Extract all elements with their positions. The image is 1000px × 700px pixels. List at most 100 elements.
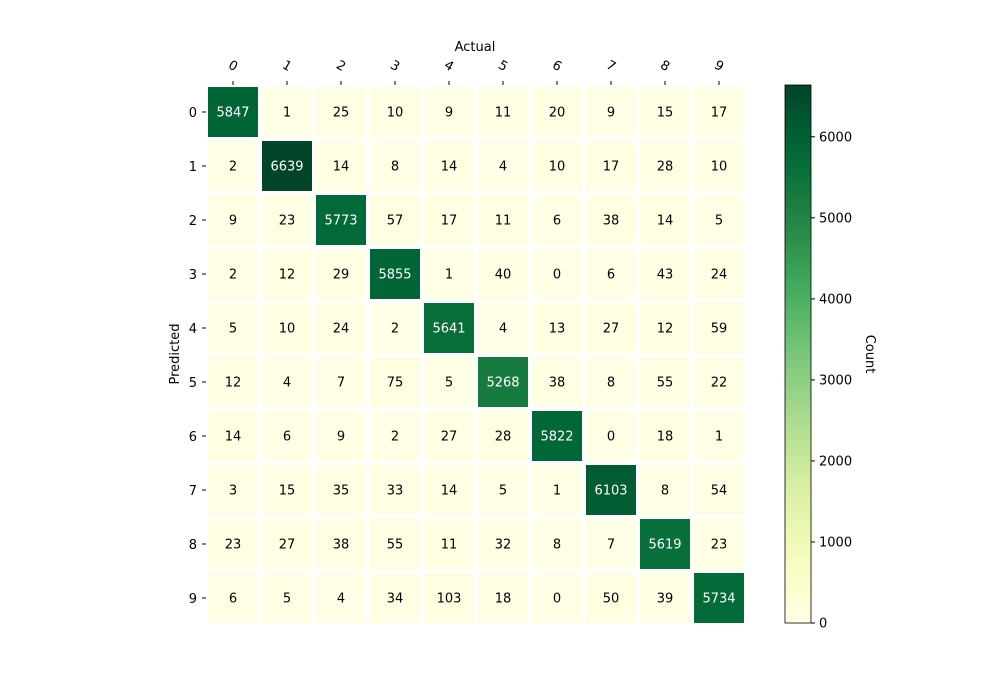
cell-value-label: 9 <box>445 106 453 121</box>
y-tick-label: 8 <box>189 538 197 553</box>
cell-value-label: 11 <box>495 214 512 229</box>
cell-value-label: 54 <box>711 484 728 499</box>
cell-value-label: 23 <box>279 214 296 229</box>
x-tick-label: 0 <box>225 58 240 75</box>
x-tick-label: 9 <box>711 58 726 75</box>
cell-value-label: 1 <box>445 268 453 283</box>
cell-value-label: 6 <box>607 268 615 283</box>
cell-value-label: 23 <box>711 538 728 553</box>
cell-value-label: 14 <box>657 214 674 229</box>
cell-value-label: 28 <box>657 160 674 175</box>
cell-value-label: 5268 <box>486 376 519 391</box>
colorbar-tick-label: 1000 <box>819 535 852 550</box>
x-tick-label: 5 <box>495 58 510 75</box>
cell-value-label: 10 <box>387 106 404 121</box>
cell-value-label: 57 <box>387 214 404 229</box>
x-tick-label: 3 <box>387 58 402 75</box>
cell-value-label: 8 <box>391 160 399 175</box>
cell-value-label: 4 <box>499 160 507 175</box>
cell-value-label: 5855 <box>378 268 411 283</box>
cell-value-label: 1 <box>283 106 291 121</box>
cell-value-label: 32 <box>495 538 512 553</box>
cell-value-label: 38 <box>603 214 620 229</box>
cell-value-label: 6 <box>553 214 561 229</box>
cell-value-label: 6639 <box>270 160 303 175</box>
cell-value-label: 0 <box>553 592 561 607</box>
cell-value-label: 9 <box>607 106 615 121</box>
colorbar-tick-label: 2000 <box>819 454 852 469</box>
colorbar-label: Count <box>862 335 877 374</box>
cell-value-label: 55 <box>387 538 404 553</box>
cell-value-label: 0 <box>553 268 561 283</box>
cell-value-label: 50 <box>603 592 620 607</box>
cell-value-label: 2 <box>391 322 399 337</box>
cell-value-label: 7 <box>337 376 345 391</box>
cell-value-label: 38 <box>333 538 350 553</box>
cell-value-label: 20 <box>549 106 566 121</box>
cell-value-label: 8 <box>553 538 561 553</box>
y-tick-label: 4 <box>189 322 197 337</box>
cell-value-label: 5619 <box>648 538 681 553</box>
x-axis-label: Actual <box>455 40 496 55</box>
cell-value-label: 43 <box>657 268 674 283</box>
cell-value-label: 5 <box>229 322 237 337</box>
cell-value-label: 2 <box>229 268 237 283</box>
y-tick-label: 0 <box>189 106 197 121</box>
cell-value-label: 4 <box>337 592 345 607</box>
heatmap-cells: 5847 1 25 10 9 11 20 9 15 172 6639 14 8 14 4 10 17 28 109 2… <box>208 87 744 623</box>
cell-value-label: 22 <box>711 376 728 391</box>
cell-value-label: 14 <box>441 160 458 175</box>
colorbar-gradient <box>785 85 811 623</box>
cell-value-label: 27 <box>441 430 458 445</box>
cell-value-label: 18 <box>657 430 674 445</box>
x-tick-label: 4 <box>441 58 456 75</box>
colorbar-tick-label: 0 <box>819 617 827 632</box>
cell-value-label: 59 <box>711 322 728 337</box>
y-tick-label: 5 <box>189 376 197 391</box>
cell-value-label: 29 <box>333 268 350 283</box>
cell-value-label: 23 <box>225 538 242 553</box>
cell-value-label: 25 <box>333 106 350 121</box>
cell-value-label: 4 <box>283 376 291 391</box>
x-tick-label: 7 <box>603 58 618 75</box>
y-tick-label: 6 <box>189 430 197 445</box>
cell-value-label: 27 <box>279 538 296 553</box>
y-tick-label: 3 <box>189 268 197 283</box>
cell-value-label: 4 <box>499 322 507 337</box>
cell-value-label: 27 <box>603 322 620 337</box>
x-tick-group: 0 1 2 3 4 5 6 7 8 9 <box>225 58 726 85</box>
cell-value-label: 12 <box>657 322 674 337</box>
cell-value-label: 15 <box>279 484 296 499</box>
cell-value-label: 8 <box>607 376 615 391</box>
cell-value-label: 35 <box>333 484 350 499</box>
cell-value-label: 3 <box>229 484 237 499</box>
x-tick-label: 6 <box>549 58 564 75</box>
cell-value-label: 6 <box>229 592 237 607</box>
cell-value-label: 5 <box>445 376 453 391</box>
cell-value-label: 34 <box>387 592 404 607</box>
colorbar-tick-label: 4000 <box>819 292 852 307</box>
cell-value-label: 75 <box>387 376 404 391</box>
cell-value-label: 5 <box>499 484 507 499</box>
cell-value-label: 11 <box>495 106 512 121</box>
cell-value-label: 5734 <box>702 592 735 607</box>
colorbar-tick-label: 5000 <box>819 211 852 226</box>
cell-value-label: 0 <box>607 430 615 445</box>
y-tick-label: 9 <box>189 592 197 607</box>
cell-value-label: 10 <box>549 160 566 175</box>
cell-value-label: 5822 <box>540 430 573 445</box>
cell-value-label: 9 <box>229 214 237 229</box>
cell-value-label: 14 <box>225 430 242 445</box>
colorbar: 0 1000 2000 3000 4000 5000 6000 <box>785 85 852 632</box>
cell-value-label: 5847 <box>216 106 249 121</box>
cell-value-label: 55 <box>657 376 674 391</box>
y-tick-label: 1 <box>189 160 197 175</box>
cell-value-label: 5773 <box>324 214 357 229</box>
cell-value-label: 40 <box>495 268 512 283</box>
cell-value-label: 17 <box>603 160 620 175</box>
cell-value-label: 38 <box>549 376 566 391</box>
cell-value-label: 24 <box>333 322 350 337</box>
y-tick-label: 7 <box>189 484 197 499</box>
colorbar-tick-label: 3000 <box>819 373 852 388</box>
